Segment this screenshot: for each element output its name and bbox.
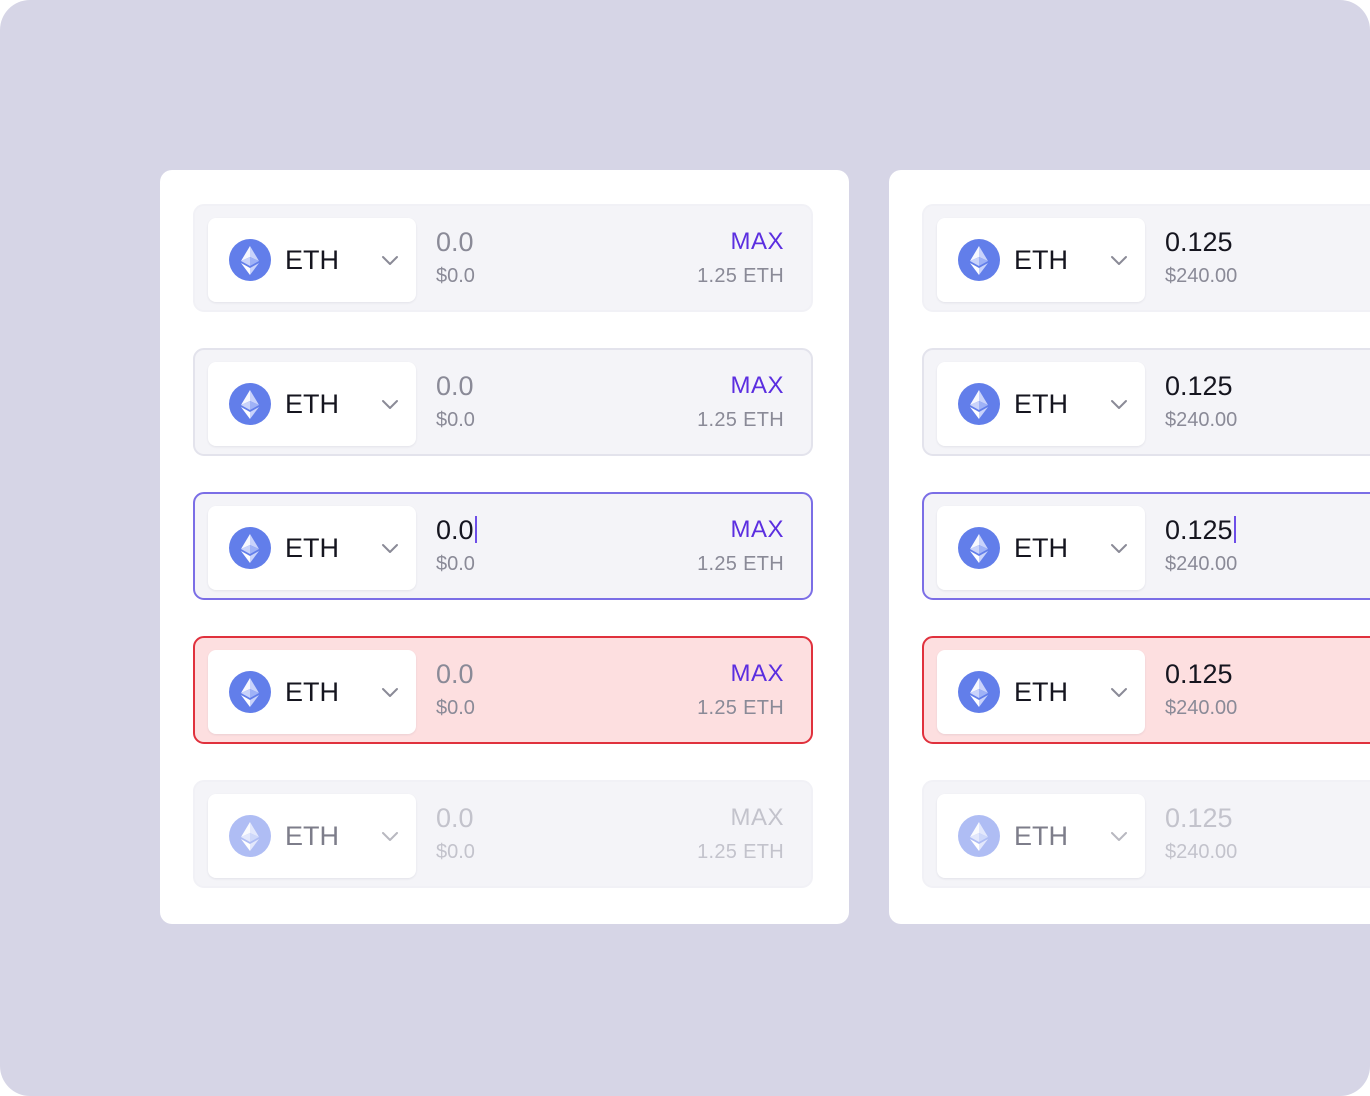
amount-value: 0.0 [436, 515, 474, 545]
fiat-value: $240.00 [1165, 265, 1238, 287]
chevron-down-icon[interactable] [1109, 538, 1129, 558]
chevron-down-icon [380, 826, 400, 846]
token-selector: ETH [208, 794, 416, 878]
amount-field-disabled: ETH 0.125 $240.00 [922, 780, 1370, 888]
max-button[interactable]: MAX [730, 660, 784, 687]
fiat-value: $240.00 [1165, 841, 1238, 863]
max-button[interactable]: MAX [730, 228, 784, 255]
token-selector[interactable]: ETH [937, 506, 1145, 590]
ethereum-icon [958, 239, 1000, 281]
ethereum-icon [958, 383, 1000, 425]
amount-field-default[interactable]: ETH 0.125 $240.00 [922, 204, 1370, 312]
amount-field-disabled: ETH 0.0 $0.0 MAX 1.25 ETH [193, 780, 813, 888]
amount-input[interactable]: 0.125 [1165, 514, 1236, 546]
amount-input[interactable]: 0.125 [1165, 227, 1233, 257]
ethereum-icon [958, 527, 1000, 569]
token-symbol: ETH [1014, 245, 1068, 275]
amount-field-default[interactable]: ETH 0.0 $0.0 MAX 1.25 ETH [193, 204, 813, 312]
fiat-value: $0.0 [436, 697, 475, 719]
ethereum-icon [229, 383, 271, 425]
ethereum-icon [229, 239, 271, 281]
balance-label: 1.25 ETH [697, 553, 784, 575]
ethereum-icon [229, 527, 271, 569]
chevron-down-icon[interactable] [380, 250, 400, 270]
token-selector[interactable]: ETH [937, 218, 1145, 302]
fiat-value: $240.00 [1165, 553, 1238, 575]
chevron-down-icon[interactable] [380, 538, 400, 558]
token-symbol: ETH [285, 533, 339, 563]
token-symbol: ETH [1014, 533, 1068, 563]
amount-input[interactable]: 0.0 [436, 514, 477, 546]
token-selector[interactable]: ETH [208, 650, 416, 734]
token-selector[interactable]: ETH [937, 650, 1145, 734]
amount-field-hover[interactable]: ETH 0.125 $240.00 [922, 348, 1370, 456]
token-symbol: ETH [285, 245, 339, 275]
text-caret [1233, 516, 1236, 543]
chevron-down-icon[interactable] [1109, 682, 1129, 702]
token-symbol: ETH [1014, 821, 1068, 851]
token-selector[interactable]: ETH [937, 362, 1145, 446]
token-selector[interactable]: ETH [208, 362, 416, 446]
chevron-down-icon[interactable] [1109, 394, 1129, 414]
token-symbol: ETH [285, 389, 339, 419]
fiat-value: $240.00 [1165, 697, 1238, 719]
amount-input[interactable]: 0.125 [1165, 659, 1233, 689]
balance-label: 1.25 ETH [697, 265, 784, 287]
right-panel: ETH 0.125 $240.00 ETH 0.125 $240.00 ETH … [889, 170, 1370, 924]
max-button[interactable]: MAX [730, 372, 784, 399]
amount-input: 0.125 [1165, 803, 1233, 833]
token-symbol: ETH [1014, 389, 1068, 419]
ethereum-icon [229, 671, 271, 713]
token-selector: ETH [937, 794, 1145, 878]
ethereum-icon [229, 815, 271, 857]
amount-field-focus[interactable]: ETH 0.0 $0.0 MAX 1.25 ETH [193, 492, 813, 600]
ethereum-icon [958, 671, 1000, 713]
max-button[interactable]: MAX [730, 516, 784, 543]
fiat-value: $0.0 [436, 553, 475, 575]
fiat-value: $240.00 [1165, 409, 1238, 431]
amount-field-hover[interactable]: ETH 0.0 $0.0 MAX 1.25 ETH [193, 348, 813, 456]
balance-label: 1.25 ETH [697, 409, 784, 431]
token-selector[interactable]: ETH [208, 218, 416, 302]
max-button: MAX [730, 804, 784, 831]
amount-input[interactable]: 0.125 [1165, 371, 1233, 401]
token-symbol: ETH [285, 677, 339, 707]
amount-field-error[interactable]: ETH 0.125 $240.00 [922, 636, 1370, 744]
chevron-down-icon [1109, 826, 1129, 846]
ethereum-icon [958, 815, 1000, 857]
balance-label: 1.25 ETH [697, 697, 784, 719]
balance-label: 1.25 ETH [697, 841, 784, 863]
amount-input[interactable]: 0.0 [436, 371, 474, 401]
amount-input[interactable]: 0.0 [436, 659, 474, 689]
text-caret [474, 516, 477, 543]
amount-value: 0.125 [1165, 515, 1233, 545]
fiat-value: $0.0 [436, 265, 475, 287]
token-selector[interactable]: ETH [208, 506, 416, 590]
amount-field-focus[interactable]: ETH 0.125 $240.00 [922, 492, 1370, 600]
token-symbol: ETH [285, 821, 339, 851]
left-panel: ETH 0.0 $0.0 MAX 1.25 ETH ETH 0.0 $0.0 M… [160, 170, 849, 924]
chevron-down-icon[interactable] [1109, 250, 1129, 270]
fiat-value: $0.0 [436, 841, 475, 863]
amount-field-error[interactable]: ETH 0.0 $0.0 MAX 1.25 ETH [193, 636, 813, 744]
fiat-value: $0.0 [436, 409, 475, 431]
amount-input[interactable]: 0.0 [436, 227, 474, 257]
chevron-down-icon[interactable] [380, 682, 400, 702]
amount-input: 0.0 [436, 803, 474, 833]
token-symbol: ETH [1014, 677, 1068, 707]
chevron-down-icon[interactable] [380, 394, 400, 414]
